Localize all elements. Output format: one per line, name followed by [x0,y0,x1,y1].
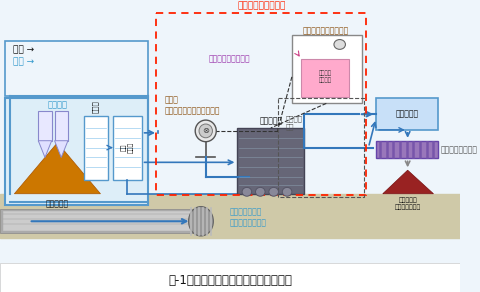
Polygon shape [382,170,432,194]
Text: 鉄粉リフレッシュ装置: 鉄粉リフレッシュ装置 [301,27,348,36]
Text: 一次処理土: 一次処理土 [46,200,69,209]
Bar [375,98,437,130]
Bar [0,5,459,194]
Text: 鉄粉混合槽: 鉄粉混合槽 [259,116,282,125]
Bar [0,263,459,292]
Text: 図-1　砒素汚染泥水浄化装置　模式図: 図-1 砒素汚染泥水浄化装置 模式図 [168,274,292,287]
Polygon shape [14,143,100,194]
Ellipse shape [241,187,251,196]
Text: 機能回復
鉄粉: 機能回復 鉄粉 [285,115,301,130]
Text: 磁選機
（マグネットセパレータ）: 磁選機 （マグネットセパレータ） [164,95,220,116]
Text: 脱水ケーキ
（二次処理土）: 脱水ケーキ （二次処理土） [394,198,420,210]
Bar [54,111,68,141]
Polygon shape [38,141,51,157]
Bar [113,116,141,180]
Bar [0,209,201,233]
Ellipse shape [255,187,264,196]
Bar [5,98,148,205]
Bar [5,41,148,95]
Text: 泥水処理施設に付加: 泥水処理施設に付加 [237,1,285,10]
Text: 調整槽: 調整槽 [92,100,99,113]
Ellipse shape [268,187,278,196]
Bar [5,41,148,95]
Text: シールドマシン
（砒素汚染区間）: シールドマシン （砒素汚染区間） [229,207,266,228]
Text: フィルタープレス: フィルタープレス [439,145,476,154]
Text: 砒素飽和
吸着鉄粉: 砒素飽和 吸着鉄粉 [318,71,331,83]
Ellipse shape [282,187,291,196]
Ellipse shape [195,120,216,142]
Bar [237,128,304,194]
Ellipse shape [199,124,212,138]
Bar [375,141,437,158]
Bar [277,98,363,197]
Polygon shape [54,141,68,157]
Bar [84,116,108,180]
Bar [156,13,366,195]
Bar [0,194,459,238]
Text: 鉄粉 →: 鉄粉 → [13,45,35,54]
Text: 泥水 →: 泥水 → [13,58,35,67]
Text: アスコルビン酸溶液: アスコルビン酸溶液 [208,55,250,64]
Text: 分級装置: 分級装置 [48,100,67,110]
Ellipse shape [333,39,345,49]
Bar [291,35,361,103]
Bar [3,211,198,231]
Text: 凝集反応槽: 凝集反応槽 [395,110,419,119]
Bar [301,59,348,97]
Ellipse shape [188,206,213,236]
Text: 余剰
泥水槽: 余剰 泥水槽 [121,142,133,153]
Text: ⊗: ⊗ [202,126,209,135]
Bar [38,111,51,141]
